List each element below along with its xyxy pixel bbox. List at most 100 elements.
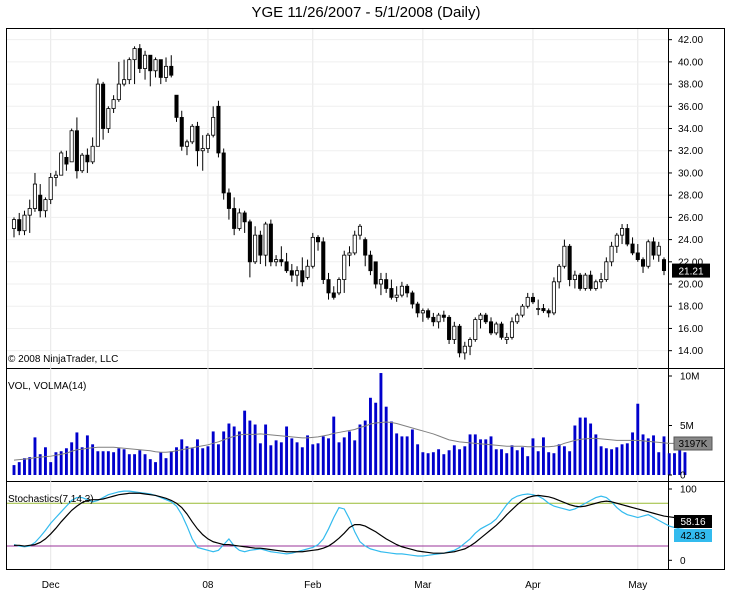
volume-bar xyxy=(169,451,173,475)
stochastic-lines xyxy=(7,490,686,557)
candle-body xyxy=(436,314,441,323)
volume-bar xyxy=(442,454,446,475)
volume-bar xyxy=(143,454,147,475)
candle-body xyxy=(22,214,27,232)
x-tick-label: Mar xyxy=(414,580,432,591)
candle-body xyxy=(562,245,567,267)
volume-bar xyxy=(91,444,95,475)
candle-body xyxy=(405,285,410,294)
candle-body xyxy=(90,145,95,163)
candle-body xyxy=(48,176,53,201)
volume-bar xyxy=(216,444,220,475)
volume-bar xyxy=(64,448,68,475)
volume-bar xyxy=(521,447,524,475)
candle-body xyxy=(599,279,604,283)
x-tick-label: Feb xyxy=(304,580,322,591)
volume-bar xyxy=(400,436,404,475)
volume-bar xyxy=(264,424,268,475)
volume-bar xyxy=(290,438,294,475)
volume-bar xyxy=(568,451,572,475)
volume-bar xyxy=(112,452,116,475)
volume-bar xyxy=(479,439,482,475)
candle-body xyxy=(237,212,242,229)
candle-body xyxy=(541,308,546,312)
volume-bar xyxy=(505,453,509,475)
candle-body xyxy=(211,117,216,136)
volume-bar xyxy=(610,449,614,475)
candle-body xyxy=(101,83,106,129)
volume-bar xyxy=(33,437,37,475)
candle-body xyxy=(651,241,656,256)
volume-bar xyxy=(363,420,367,475)
volume-bar xyxy=(426,453,430,475)
candle-body xyxy=(357,225,362,236)
volume-bar xyxy=(227,423,231,475)
candle-body xyxy=(242,212,247,223)
price-tick-label: 14.00 xyxy=(678,346,703,357)
last-price-label: 21.21 xyxy=(678,267,703,278)
volume-bar xyxy=(620,444,624,475)
x-tick-label: 08 xyxy=(202,580,214,591)
volume-bar xyxy=(321,436,325,475)
candle-body xyxy=(557,265,562,283)
candle-body xyxy=(483,314,488,323)
candle-body xyxy=(263,223,268,256)
volume-bar xyxy=(311,444,315,475)
candle-body xyxy=(200,148,205,152)
volume-bar xyxy=(683,452,687,475)
volume-bar xyxy=(348,431,351,475)
price-panel-frame xyxy=(6,28,725,369)
candle-body xyxy=(331,292,336,298)
candle-body xyxy=(64,157,69,165)
candle-body xyxy=(352,234,357,254)
candle-body xyxy=(630,243,635,254)
volume-bar xyxy=(196,439,199,475)
volume-bar xyxy=(332,416,336,475)
volume-bar xyxy=(484,439,488,475)
price-tick-label: 18.00 xyxy=(678,302,703,313)
volume-bar xyxy=(59,451,63,475)
candle-body xyxy=(132,48,137,61)
volume-bar xyxy=(342,437,346,475)
volume-bar xyxy=(295,442,299,475)
candle-body xyxy=(326,279,331,294)
volume-bar xyxy=(54,452,58,475)
volume-bar xyxy=(557,444,561,475)
candle-body xyxy=(295,270,300,276)
candle-body xyxy=(420,310,425,314)
candle-body xyxy=(363,239,368,256)
volume-bar xyxy=(374,402,378,475)
volume-bar xyxy=(646,438,650,475)
volume-bar xyxy=(369,397,372,475)
volume-bar xyxy=(190,448,194,475)
candle-body xyxy=(625,228,630,245)
candle-body xyxy=(646,241,651,267)
candle-body xyxy=(426,310,431,318)
candle-body xyxy=(504,336,509,340)
volume-bar xyxy=(552,453,556,475)
volume-bar xyxy=(468,434,472,475)
x-tick-label: May xyxy=(628,580,647,591)
candle-body xyxy=(111,99,116,109)
price-tick-label: 40.00 xyxy=(678,57,703,68)
candle-body xyxy=(457,325,462,354)
candle-body xyxy=(394,294,399,298)
candle-body xyxy=(578,274,583,289)
price-tick-label: 42.00 xyxy=(678,35,703,46)
volume-bar xyxy=(615,447,619,475)
volume-bar xyxy=(117,448,121,475)
volume-bar xyxy=(510,445,514,475)
volume-bar xyxy=(526,456,530,475)
volume-panel-title: VOL, VOLMA(14) xyxy=(8,381,86,392)
volume-bar xyxy=(201,448,205,475)
candle-body xyxy=(310,236,315,267)
volume-bar xyxy=(279,442,283,475)
volume-bar xyxy=(232,426,236,475)
candle-body xyxy=(106,108,111,129)
price-tick-label: 26.00 xyxy=(678,213,703,224)
volume-bar xyxy=(175,447,178,475)
candle-body xyxy=(499,323,504,338)
volume-bar xyxy=(180,439,184,475)
candle-body xyxy=(635,252,640,260)
candle-body xyxy=(232,208,237,229)
